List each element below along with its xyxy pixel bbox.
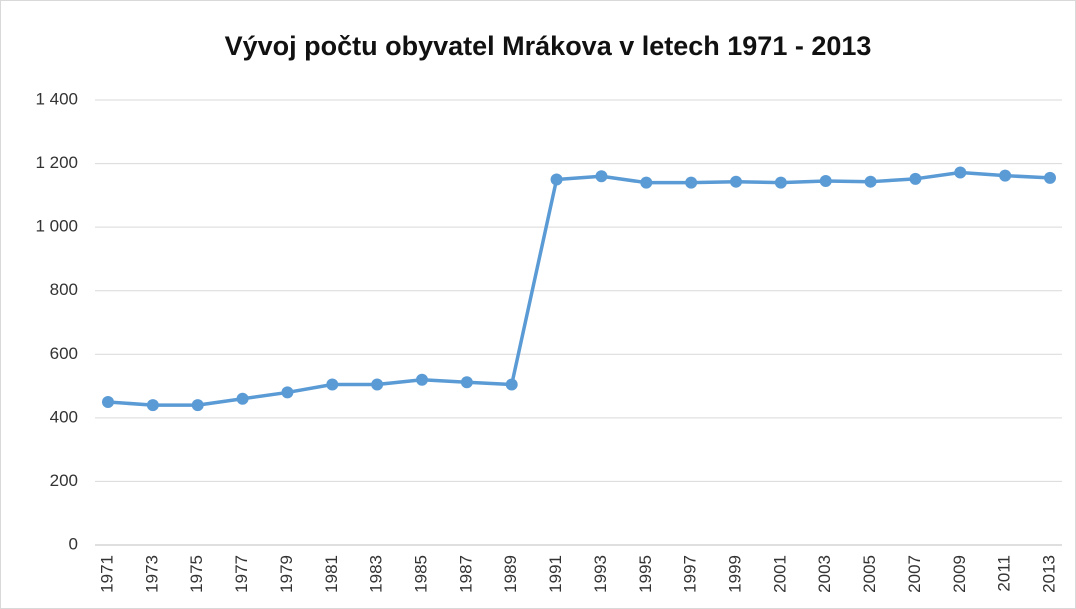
- x-tick-label: 2001: [770, 555, 789, 593]
- x-tick-label: 1997: [681, 555, 700, 593]
- x-tick-label: 1999: [725, 555, 744, 593]
- x-tick-label: 1981: [322, 555, 341, 593]
- x-tick-label: 1983: [367, 555, 386, 593]
- grid: [95, 99, 1062, 546]
- x-tick-label: 1971: [97, 555, 116, 593]
- y-tick-label: 1 200: [35, 153, 78, 172]
- point: [774, 176, 787, 189]
- x-tick-label: 2013: [1039, 555, 1058, 593]
- x-tick-label: 1991: [546, 555, 565, 593]
- point: [236, 392, 249, 405]
- point: [191, 399, 204, 412]
- point: [909, 172, 922, 185]
- y-tick-label: 0: [69, 534, 78, 553]
- point: [326, 378, 339, 391]
- y-tick-label: 1 000: [35, 217, 78, 236]
- point: [730, 175, 742, 188]
- x-tick-label: 1979: [277, 555, 296, 593]
- point: [864, 175, 877, 188]
- y-tick-label: 800: [50, 280, 78, 299]
- point: [640, 176, 653, 189]
- x-tick-label: 1975: [187, 555, 206, 593]
- y-tick-label: 600: [50, 344, 78, 363]
- point: [146, 399, 159, 412]
- point: [281, 386, 294, 399]
- x-tick-label: 1995: [636, 555, 655, 593]
- y-tick-label: 400: [50, 407, 78, 426]
- point: [102, 395, 114, 408]
- x-tick-label: 2005: [860, 555, 879, 593]
- x-tick-label: 1993: [591, 555, 610, 593]
- point: [505, 378, 518, 391]
- x-tick-label: 2011: [995, 555, 1014, 592]
- x-tick-label: 1973: [142, 555, 161, 593]
- point: [416, 373, 428, 386]
- point: [954, 166, 967, 179]
- point: [371, 378, 384, 391]
- y-tick-label: 200: [50, 471, 78, 490]
- x-tick-label: 1977: [232, 555, 251, 593]
- x-tick-label: 1987: [456, 555, 475, 593]
- point: [1044, 171, 1056, 184]
- x-tick-label: 1985: [411, 555, 430, 593]
- x-tick-label: 2009: [950, 555, 969, 593]
- x-tick-label: 1989: [501, 555, 520, 593]
- point: [550, 173, 563, 186]
- y-tick-label: 1 400: [35, 89, 78, 108]
- x-tick-label: 2003: [815, 555, 834, 593]
- x-tick-label: 2007: [905, 555, 924, 593]
- point: [595, 170, 608, 183]
- point: [999, 169, 1012, 182]
- point: [685, 176, 698, 189]
- point: [819, 175, 832, 188]
- point: [460, 376, 473, 389]
- plot: [102, 166, 1056, 412]
- chart-title: Vývoj počtu obyvatel Mrákova v letech 19…: [225, 31, 872, 61]
- line-series: [107, 170, 1051, 407]
